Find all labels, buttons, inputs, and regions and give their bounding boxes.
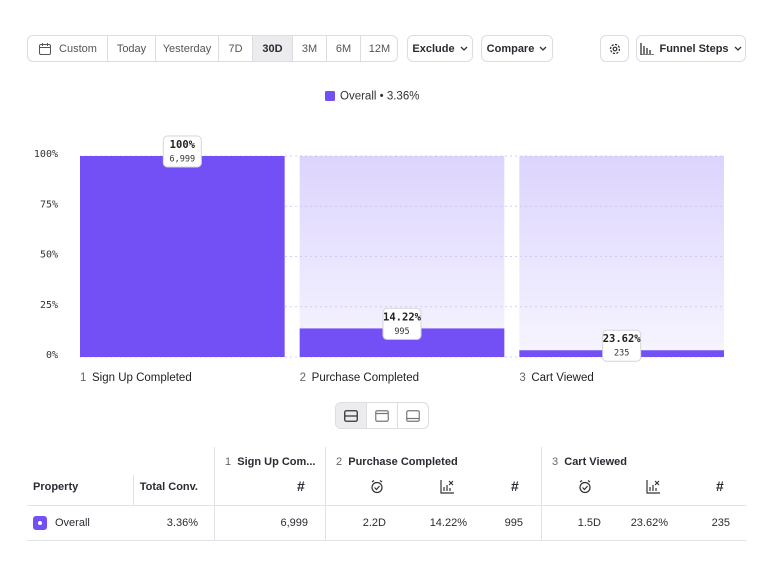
- step-name: Cart Viewed: [564, 456, 628, 468]
- y-tick-label: 100%: [34, 149, 58, 160]
- step-name: Purchase Completed: [348, 456, 458, 468]
- y-tick-label: 50%: [40, 250, 58, 261]
- table-cell: 6,999: [280, 517, 308, 529]
- table-cell: 23.62%: [630, 517, 668, 529]
- label: Yesterday: [162, 42, 212, 55]
- data-label-box: [602, 329, 642, 362]
- icon: [406, 409, 420, 422]
- row-divider: [27, 505, 746, 506]
- label: 3M: [301, 42, 318, 55]
- chevron: [539, 46, 547, 51]
- data-label-box: [382, 307, 422, 340]
- bar: [80, 156, 285, 357]
- column-header: Property: [33, 481, 79, 493]
- data-label-box: [162, 135, 202, 168]
- count-label: 995: [394, 327, 409, 337]
- col-divider: [325, 447, 326, 540]
- label: Today: [116, 42, 147, 55]
- view-both[interactable]: [336, 403, 367, 428]
- time-icon: [579, 480, 591, 494]
- count-label: 6,999: [170, 155, 196, 165]
- series-swatch: [33, 516, 47, 530]
- step-header: 1 Sign Up Com...: [225, 456, 315, 468]
- date-12m[interactable]: 12M: [361, 36, 397, 61]
- time-icon: [371, 480, 383, 494]
- x-tick-label: Purchase Completed: [312, 372, 419, 384]
- label: Custom: [59, 42, 97, 55]
- icon: [375, 409, 389, 422]
- table-cell: 1.5D: [577, 517, 601, 529]
- legend-label: Overall • 3.36%: [340, 91, 419, 103]
- table-cell: 2.2D: [362, 517, 386, 529]
- step-number: 1: [80, 372, 86, 384]
- label: 30D: [262, 42, 283, 55]
- y-tick-label: 75%: [40, 199, 58, 210]
- col-divider: [541, 447, 542, 540]
- hash-header: #: [716, 478, 724, 494]
- conversion-icon: [646, 480, 660, 494]
- icon: [344, 409, 358, 422]
- x-tick-label: Cart Viewed: [531, 372, 593, 384]
- view-chart[interactable]: [367, 403, 398, 428]
- step-number: 2: [336, 456, 343, 468]
- date-custom[interactable]: Custom: [28, 36, 108, 61]
- compare-button[interactable]: Compare: [481, 35, 553, 62]
- column-header: Total Conv.: [139, 481, 198, 493]
- gear-icon: [609, 43, 620, 54]
- col-divider: [133, 475, 134, 505]
- step-number: 3: [519, 372, 525, 384]
- date-range-group: Custom Today Yesterday 7D 30D 3M 6M 12M: [27, 35, 398, 62]
- x-tick-label: Sign Up Completed: [92, 372, 192, 384]
- date-today[interactable]: Today: [108, 36, 156, 61]
- hash-header: #: [511, 478, 519, 494]
- step-conversion-label: 14.22%: [383, 311, 422, 323]
- label: 6M: [335, 42, 352, 55]
- step-name: Sign Up Com...: [237, 456, 316, 468]
- table-cell: 995: [504, 517, 523, 529]
- row-divider: [27, 540, 746, 541]
- step-header: 2 Purchase Completed: [336, 456, 458, 468]
- date-7d[interactable]: 7D: [219, 36, 253, 61]
- conversion-icon: [440, 480, 454, 494]
- step-number: 2: [300, 372, 306, 384]
- label: 12M: [368, 42, 391, 55]
- label: Exclude: [412, 42, 455, 55]
- exclude-button[interactable]: Exclude: [407, 35, 473, 62]
- step-number: 1: [225, 456, 232, 468]
- table-cell: 235: [711, 517, 730, 529]
- label: Compare: [486, 42, 535, 55]
- property-cell: Overall: [55, 517, 90, 529]
- date-30d[interactable]: 30D: [253, 36, 293, 61]
- date-yesterday[interactable]: Yesterday: [156, 36, 219, 61]
- funnel-chart: Overall • 3.36% 0% 25% 50% 75% 100% 100% 6,999…: [34, 91, 724, 384]
- col-divider: [214, 447, 215, 540]
- calendar-icon: [39, 42, 52, 55]
- view-table[interactable]: [398, 403, 428, 428]
- chevron: [734, 46, 741, 51]
- count-label: 235: [614, 349, 629, 359]
- settings-button[interactable]: [600, 35, 629, 62]
- step-conversion-label: 23.62%: [603, 333, 642, 345]
- bars-icon: [640, 42, 655, 55]
- legend-swatch: [325, 91, 335, 101]
- date-6m[interactable]: 6M: [327, 36, 361, 61]
- label: 7D: [228, 42, 243, 55]
- step-number: 3: [552, 456, 559, 468]
- date-3m[interactable]: 3M: [293, 36, 327, 61]
- hash-header: #: [297, 478, 305, 494]
- step-header: 3 Cart Viewed: [552, 456, 627, 468]
- chevron: [460, 46, 468, 51]
- table-cell: 14.22%: [429, 517, 467, 529]
- total-conv-cell: 3.36%: [166, 517, 198, 529]
- funnel-steps-button[interactable]: Funnel Steps: [636, 35, 746, 62]
- y-tick-label: 25%: [40, 300, 58, 311]
- step-conversion-label: 100%: [170, 139, 196, 151]
- y-tick-label: 0%: [46, 350, 58, 361]
- view-toggle: [335, 402, 429, 429]
- table: 1 Sign Up Com... 2 Purchase Completed 3 …: [27, 447, 746, 541]
- label: Funnel Steps: [659, 42, 729, 55]
